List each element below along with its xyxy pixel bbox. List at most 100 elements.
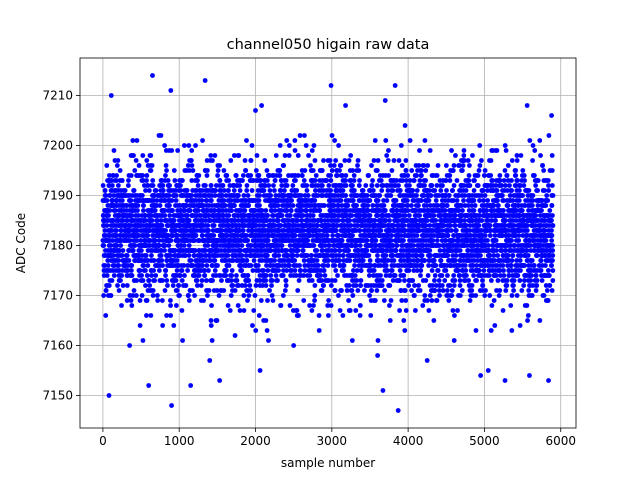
- data-point: [332, 138, 338, 143]
- data-point: [104, 198, 110, 203]
- data-point: [314, 258, 320, 263]
- data-point: [240, 228, 246, 233]
- data-point: [419, 168, 424, 173]
- data-point: [382, 288, 388, 293]
- data-point: [237, 308, 243, 313]
- data-point: [179, 308, 185, 313]
- data-point: [412, 308, 418, 313]
- data-point: [464, 273, 469, 278]
- data-point: [215, 173, 220, 178]
- data-point: [351, 178, 357, 183]
- data-point: [246, 278, 252, 283]
- data-point: [194, 283, 200, 288]
- data-point: [388, 298, 394, 303]
- data-point: [118, 278, 123, 283]
- data-point: [212, 208, 218, 213]
- data-point: [232, 218, 238, 223]
- data-point: [300, 248, 306, 253]
- data-point: [431, 258, 437, 263]
- data-point: [364, 248, 370, 253]
- data-point: [339, 238, 345, 243]
- data-point: [324, 178, 330, 183]
- data-point: [329, 168, 335, 173]
- data-point: [189, 193, 195, 198]
- data-point: [152, 238, 158, 243]
- data-point: [229, 208, 234, 213]
- data-point: [325, 313, 331, 318]
- data-point: [347, 218, 353, 223]
- data-point: [369, 163, 374, 168]
- data-point: [261, 188, 267, 193]
- data-point: [393, 198, 399, 203]
- data-point: [182, 253, 188, 258]
- data-point: [390, 253, 396, 258]
- data-point: [158, 253, 164, 258]
- data-point: [368, 313, 374, 318]
- data-point: [229, 228, 235, 233]
- data-point: [326, 183, 332, 188]
- data-point: [185, 293, 191, 298]
- data-point: [292, 258, 298, 263]
- data-point: [337, 248, 343, 253]
- data-point: [150, 183, 156, 188]
- data-point: [367, 198, 373, 203]
- data-point: [116, 263, 122, 268]
- data-point: [244, 183, 250, 188]
- data-point: [397, 268, 403, 273]
- data-point: [141, 263, 147, 268]
- data-point: [163, 228, 169, 233]
- data-point: [166, 193, 172, 198]
- data-point: [116, 288, 122, 293]
- data-point: [437, 248, 443, 253]
- data-point: [321, 158, 326, 163]
- data-point: [378, 178, 384, 183]
- data-point: [269, 283, 274, 288]
- data-point: [159, 178, 165, 183]
- data-point: [442, 278, 448, 283]
- data-point: [436, 278, 442, 283]
- data-point: [104, 273, 110, 278]
- data-point: [369, 183, 375, 188]
- data-point: [377, 193, 383, 198]
- data-point: [467, 163, 472, 168]
- data-point: [180, 178, 185, 183]
- data-point: [288, 208, 294, 213]
- data-point: [188, 258, 194, 263]
- data-point: [290, 183, 296, 188]
- data-point: [173, 198, 179, 203]
- data-point: [454, 198, 460, 203]
- data-point: [402, 213, 408, 218]
- data-point: [473, 293, 479, 298]
- data-point: [418, 273, 423, 278]
- data-point: [358, 283, 363, 288]
- data-point: [256, 313, 262, 318]
- data-point: [414, 173, 419, 178]
- data-point: [205, 223, 211, 228]
- data-point: [387, 303, 392, 308]
- data-point: [256, 198, 262, 203]
- data-point: [134, 228, 140, 233]
- data-point: [199, 233, 205, 238]
- data-point: [414, 193, 419, 198]
- data-point: [155, 298, 161, 303]
- data-point: [186, 298, 192, 303]
- data-point: [151, 258, 157, 263]
- data-point: [156, 268, 162, 273]
- data-point: [352, 273, 358, 278]
- data-point: [340, 313, 346, 318]
- data-point: [343, 183, 349, 188]
- data-point: [437, 293, 442, 298]
- data-point: [128, 268, 134, 273]
- data-point: [136, 163, 142, 168]
- data-point: [316, 313, 322, 318]
- data-point: [374, 288, 380, 293]
- data-point: [219, 193, 225, 198]
- data-point: [396, 158, 402, 163]
- data-point: [242, 158, 248, 163]
- data-point: [430, 238, 436, 243]
- data-point: [312, 298, 317, 303]
- data-point: [202, 183, 208, 188]
- data-point: [389, 268, 395, 273]
- data-point: [397, 278, 402, 283]
- data-point: [298, 268, 304, 273]
